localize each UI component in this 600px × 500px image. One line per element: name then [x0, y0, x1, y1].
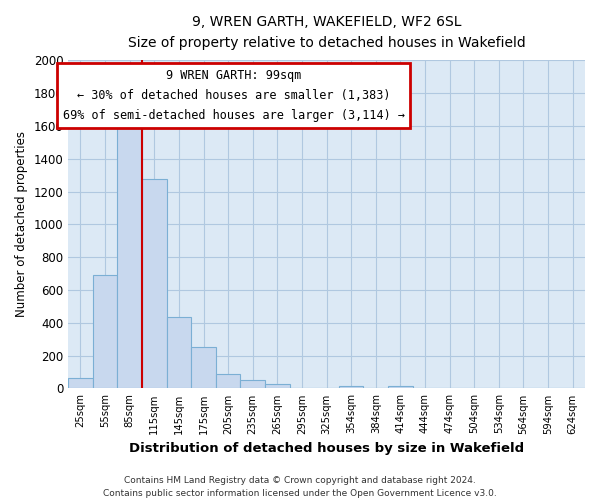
Bar: [93, 276, 118, 388]
Bar: [265, 384, 290, 388]
X-axis label: Distribution of detached houses by size in Wakefield: Distribution of detached houses by size …: [129, 442, 524, 455]
Bar: [142, 178, 167, 388]
Text: 9 WREN GARTH: 99sqm
← 30% of detached houses are smaller (1,383)
69% of semi-det: 9 WREN GARTH: 99sqm ← 30% of detached ho…: [62, 68, 404, 122]
Bar: [388, 386, 413, 388]
Bar: [216, 374, 241, 388]
Bar: [167, 317, 191, 388]
Y-axis label: Number of detached properties: Number of detached properties: [15, 132, 28, 318]
Title: 9, WREN GARTH, WAKEFIELD, WF2 6SL
Size of property relative to detached houses i: 9, WREN GARTH, WAKEFIELD, WF2 6SL Size o…: [128, 15, 526, 50]
Bar: [68, 378, 93, 388]
Text: Contains HM Land Registry data © Crown copyright and database right 2024.
Contai: Contains HM Land Registry data © Crown c…: [103, 476, 497, 498]
Bar: [339, 386, 364, 388]
Bar: [118, 120, 142, 388]
Bar: [191, 347, 216, 389]
Bar: [241, 380, 265, 388]
